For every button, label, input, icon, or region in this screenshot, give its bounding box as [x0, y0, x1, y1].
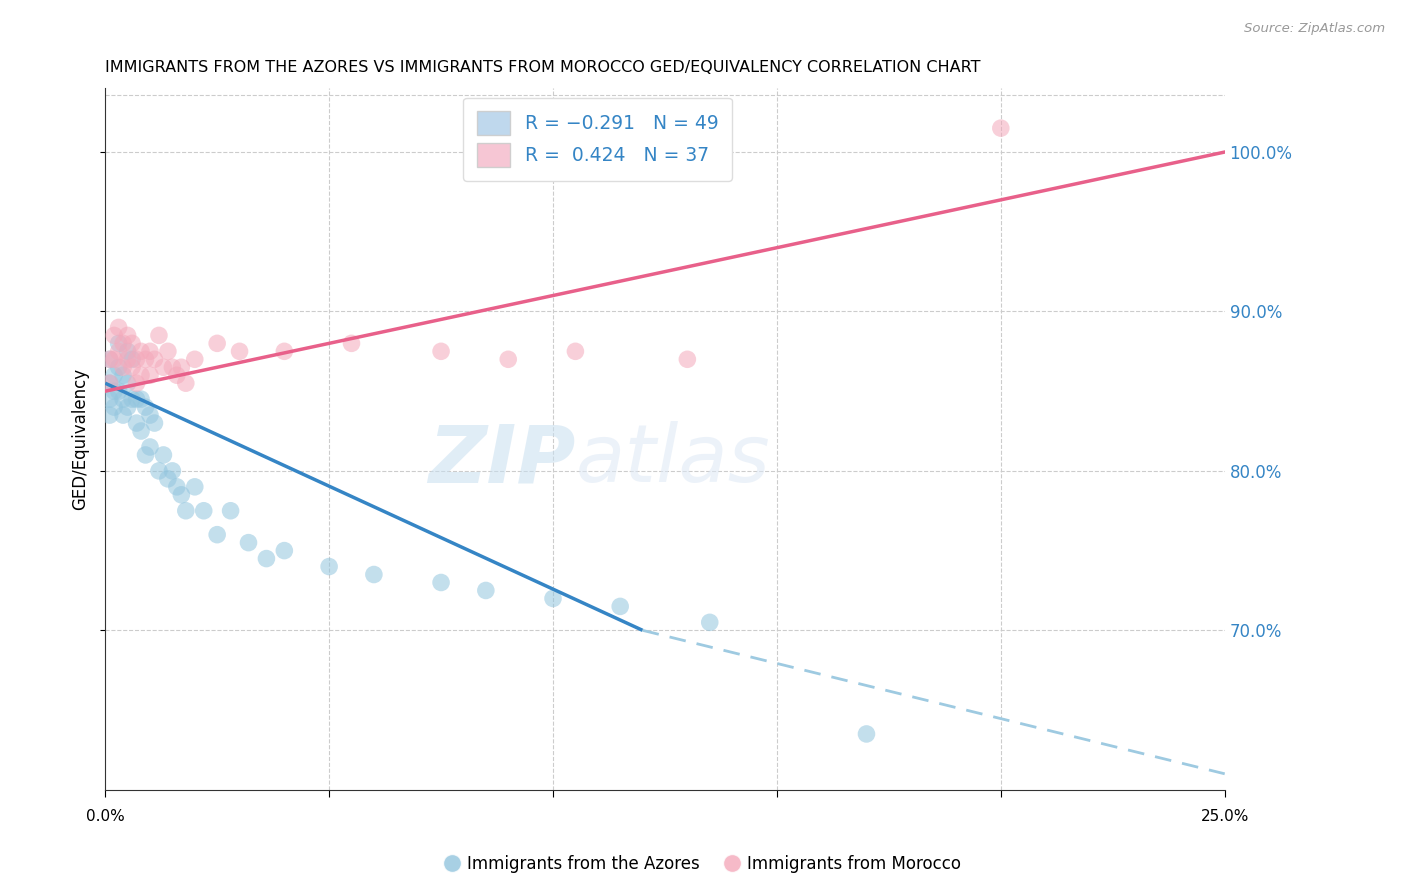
Point [98, 408, 121, 422]
Point [184, 480, 207, 494]
Point [117, 352, 139, 367]
Point [134, 448, 156, 462]
Point [254, 551, 277, 566]
Point [125, 352, 148, 367]
Point [117, 344, 139, 359]
Point [143, 416, 166, 430]
Text: atlas: atlas [575, 421, 770, 499]
Point [103, 352, 125, 367]
Point [98, 352, 121, 367]
Point [117, 376, 139, 391]
Point [564, 344, 586, 359]
Point [125, 416, 148, 430]
Point [162, 360, 184, 375]
Point [166, 368, 188, 383]
Point [152, 448, 174, 462]
Point [129, 368, 152, 383]
Point [699, 615, 721, 630]
Point [129, 424, 152, 438]
Point [139, 440, 162, 454]
Point [273, 344, 295, 359]
Point [166, 480, 188, 494]
Point [238, 535, 260, 549]
Point [117, 400, 139, 414]
Point [855, 727, 877, 741]
Point [609, 599, 631, 614]
Point [107, 384, 129, 399]
Point [139, 368, 162, 383]
Point [430, 575, 453, 590]
Y-axis label: GED/Equivalency: GED/Equivalency [72, 368, 89, 510]
Point [134, 352, 156, 367]
Point [363, 567, 385, 582]
Point [340, 336, 363, 351]
Point [676, 352, 699, 367]
Point [184, 352, 207, 367]
Point [121, 336, 143, 351]
Point [125, 376, 148, 391]
Point [134, 400, 156, 414]
Point [121, 360, 143, 375]
Point [129, 392, 152, 406]
Point [475, 583, 498, 598]
Point [107, 336, 129, 351]
Point [170, 488, 193, 502]
Text: 25.0%: 25.0% [1201, 809, 1249, 824]
Point [117, 328, 139, 343]
Point [273, 543, 295, 558]
Point [103, 328, 125, 343]
Point [129, 344, 152, 359]
Point [219, 504, 242, 518]
Point [205, 336, 228, 351]
Point [143, 352, 166, 367]
Point [125, 392, 148, 406]
Point [121, 352, 143, 367]
Point [318, 559, 340, 574]
Point [103, 368, 125, 383]
Point [148, 464, 170, 478]
Point [162, 464, 184, 478]
Point [107, 360, 129, 375]
Point [107, 320, 129, 334]
Point [156, 472, 179, 486]
Point [430, 344, 453, 359]
Text: 0.0%: 0.0% [86, 809, 125, 824]
Point [98, 376, 121, 391]
Point [98, 352, 121, 367]
Point [98, 376, 121, 391]
Point [193, 504, 215, 518]
Point [98, 392, 121, 406]
Point [112, 408, 135, 422]
Point [121, 392, 143, 406]
Text: IMMIGRANTS FROM THE AZORES VS IMMIGRANTS FROM MOROCCO GED/EQUIVALENCY CORRELATIO: IMMIGRANTS FROM THE AZORES VS IMMIGRANTS… [105, 60, 981, 75]
Point [112, 392, 135, 406]
Point [541, 591, 564, 606]
Point [170, 360, 193, 375]
Point [174, 504, 197, 518]
Point [156, 344, 179, 359]
Point [139, 344, 162, 359]
Point [107, 344, 129, 359]
Point [148, 328, 170, 343]
Text: Source: ZipAtlas.com: Source: ZipAtlas.com [1244, 22, 1385, 36]
Text: ZIP: ZIP [427, 421, 575, 499]
Point [496, 352, 519, 367]
Point [139, 408, 162, 422]
Point [103, 384, 125, 399]
Legend: R = −0.291   N = 49, R =  0.424   N = 37: R = −0.291 N = 49, R = 0.424 N = 37 [464, 97, 733, 180]
Point [205, 527, 228, 541]
Point [228, 344, 250, 359]
Point [112, 336, 135, 351]
Point [112, 360, 135, 375]
Point [990, 121, 1012, 136]
Point [152, 360, 174, 375]
Legend: Immigrants from the Azores, Immigrants from Morocco: Immigrants from the Azores, Immigrants f… [439, 848, 967, 880]
Point [103, 400, 125, 414]
Point [112, 368, 135, 383]
Point [174, 376, 197, 391]
